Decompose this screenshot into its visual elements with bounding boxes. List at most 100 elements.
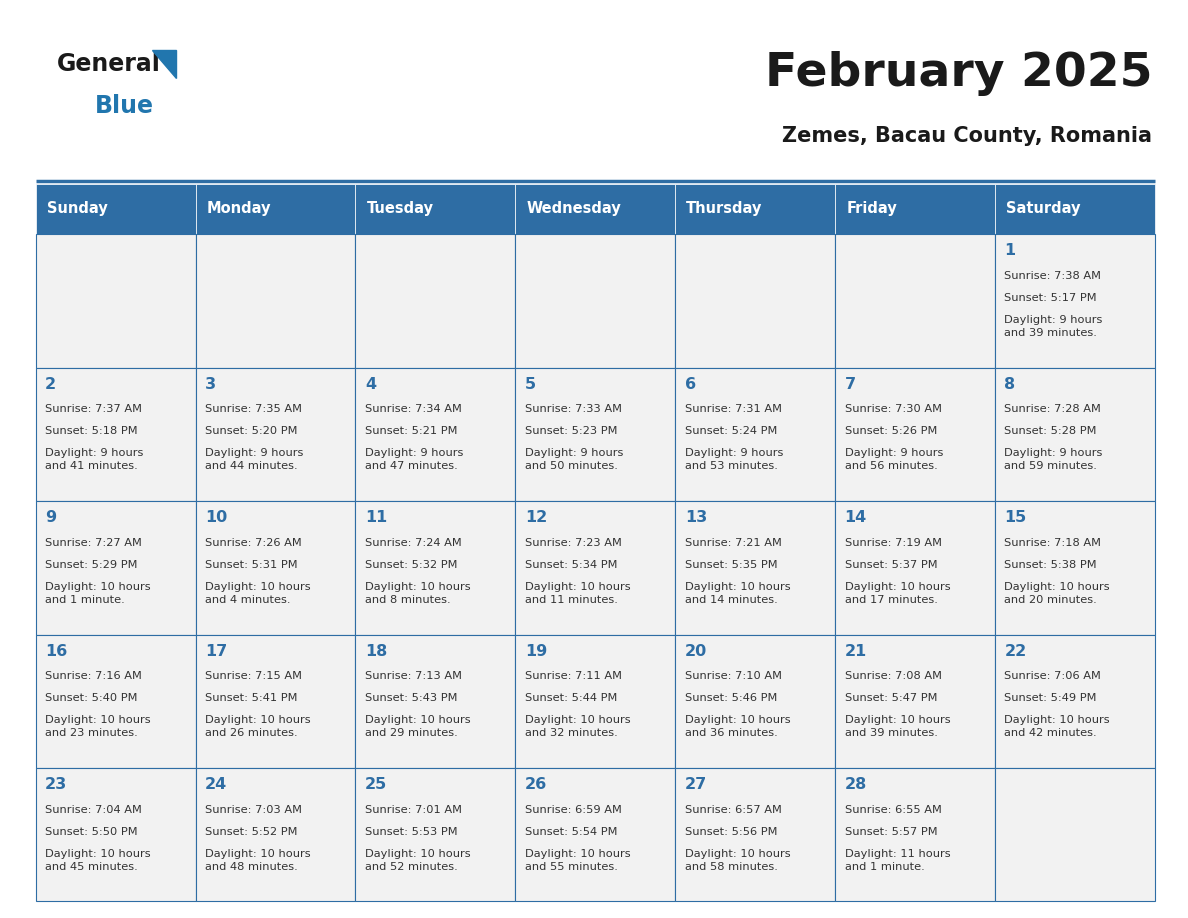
Text: Daylight: 11 hours
and 1 minute.: Daylight: 11 hours and 1 minute. [845, 849, 950, 871]
Text: 16: 16 [45, 644, 68, 659]
Text: Daylight: 10 hours
and 26 minutes.: Daylight: 10 hours and 26 minutes. [206, 715, 311, 738]
Text: Sunset: 5:46 PM: Sunset: 5:46 PM [684, 693, 777, 703]
FancyBboxPatch shape [835, 501, 994, 634]
Text: Saturday: Saturday [1006, 201, 1081, 217]
Text: Sunrise: 7:37 AM: Sunrise: 7:37 AM [45, 404, 143, 414]
Text: 12: 12 [525, 510, 548, 525]
Text: Sunrise: 6:55 AM: Sunrise: 6:55 AM [845, 805, 941, 814]
FancyBboxPatch shape [835, 768, 994, 901]
Text: Daylight: 10 hours
and 32 minutes.: Daylight: 10 hours and 32 minutes. [525, 715, 631, 738]
Text: Thursday: Thursday [687, 201, 763, 217]
FancyBboxPatch shape [835, 184, 994, 234]
Text: Sunrise: 7:23 AM: Sunrise: 7:23 AM [525, 538, 621, 548]
Text: Sunrise: 7:21 AM: Sunrise: 7:21 AM [684, 538, 782, 548]
Text: 7: 7 [845, 376, 855, 392]
Text: Sunrise: 7:19 AM: Sunrise: 7:19 AM [845, 538, 942, 548]
Text: Sunset: 5:35 PM: Sunset: 5:35 PM [684, 560, 777, 570]
FancyBboxPatch shape [675, 634, 835, 768]
Text: Sunset: 5:24 PM: Sunset: 5:24 PM [684, 426, 777, 436]
FancyBboxPatch shape [355, 501, 516, 634]
Text: Sunrise: 7:27 AM: Sunrise: 7:27 AM [45, 538, 143, 548]
Text: Sunset: 5:38 PM: Sunset: 5:38 PM [1005, 560, 1097, 570]
FancyBboxPatch shape [355, 184, 516, 234]
FancyBboxPatch shape [994, 501, 1155, 634]
FancyBboxPatch shape [516, 234, 675, 367]
Text: Sunrise: 7:33 AM: Sunrise: 7:33 AM [525, 404, 621, 414]
Text: Sunrise: 7:03 AM: Sunrise: 7:03 AM [206, 805, 302, 814]
Text: Daylight: 10 hours
and 4 minutes.: Daylight: 10 hours and 4 minutes. [206, 582, 311, 605]
Text: Sunrise: 7:35 AM: Sunrise: 7:35 AM [206, 404, 302, 414]
Text: 8: 8 [1005, 376, 1016, 392]
Text: Daylight: 10 hours
and 8 minutes.: Daylight: 10 hours and 8 minutes. [365, 582, 470, 605]
FancyBboxPatch shape [36, 768, 196, 901]
FancyBboxPatch shape [196, 367, 355, 501]
Text: Daylight: 10 hours
and 45 minutes.: Daylight: 10 hours and 45 minutes. [45, 849, 151, 871]
Text: 10: 10 [206, 510, 227, 525]
Text: Sunrise: 6:59 AM: Sunrise: 6:59 AM [525, 805, 621, 814]
Text: 3: 3 [206, 376, 216, 392]
Text: 28: 28 [845, 778, 867, 792]
Text: Sunset: 5:18 PM: Sunset: 5:18 PM [45, 426, 138, 436]
Text: Sunset: 5:28 PM: Sunset: 5:28 PM [1005, 426, 1097, 436]
FancyBboxPatch shape [355, 634, 516, 768]
Text: Sunrise: 7:04 AM: Sunrise: 7:04 AM [45, 805, 143, 814]
Text: Daylight: 9 hours
and 53 minutes.: Daylight: 9 hours and 53 minutes. [684, 448, 783, 471]
FancyBboxPatch shape [36, 634, 196, 768]
Text: Sunday: Sunday [46, 201, 108, 217]
FancyBboxPatch shape [675, 234, 835, 367]
Text: Wednesday: Wednesday [526, 201, 621, 217]
FancyBboxPatch shape [994, 184, 1155, 234]
Text: Sunrise: 7:31 AM: Sunrise: 7:31 AM [684, 404, 782, 414]
Text: Daylight: 10 hours
and 14 minutes.: Daylight: 10 hours and 14 minutes. [684, 582, 790, 605]
FancyBboxPatch shape [196, 634, 355, 768]
Text: 2: 2 [45, 376, 56, 392]
Text: Daylight: 10 hours
and 55 minutes.: Daylight: 10 hours and 55 minutes. [525, 849, 631, 871]
Text: Daylight: 10 hours
and 20 minutes.: Daylight: 10 hours and 20 minutes. [1005, 582, 1110, 605]
FancyBboxPatch shape [36, 234, 196, 367]
Text: 26: 26 [525, 778, 548, 792]
Text: Sunrise: 7:11 AM: Sunrise: 7:11 AM [525, 671, 621, 681]
Text: Sunset: 5:34 PM: Sunset: 5:34 PM [525, 560, 618, 570]
Text: Sunset: 5:26 PM: Sunset: 5:26 PM [845, 426, 937, 436]
Text: 24: 24 [206, 778, 227, 792]
Text: Sunrise: 7:10 AM: Sunrise: 7:10 AM [684, 671, 782, 681]
Text: Sunset: 5:47 PM: Sunset: 5:47 PM [845, 693, 937, 703]
Text: Sunset: 5:41 PM: Sunset: 5:41 PM [206, 693, 298, 703]
Text: 13: 13 [684, 510, 707, 525]
Text: Sunrise: 6:57 AM: Sunrise: 6:57 AM [684, 805, 782, 814]
Text: Friday: Friday [846, 201, 897, 217]
FancyBboxPatch shape [355, 367, 516, 501]
FancyBboxPatch shape [36, 184, 196, 234]
Text: Sunrise: 7:18 AM: Sunrise: 7:18 AM [1005, 538, 1101, 548]
Text: Daylight: 10 hours
and 58 minutes.: Daylight: 10 hours and 58 minutes. [684, 849, 790, 871]
FancyBboxPatch shape [835, 234, 994, 367]
Text: Daylight: 9 hours
and 39 minutes.: Daylight: 9 hours and 39 minutes. [1005, 315, 1102, 338]
Text: Sunrise: 7:15 AM: Sunrise: 7:15 AM [206, 671, 302, 681]
FancyBboxPatch shape [196, 234, 355, 367]
FancyBboxPatch shape [994, 234, 1155, 367]
Text: Sunset: 5:37 PM: Sunset: 5:37 PM [845, 560, 937, 570]
Text: Daylight: 9 hours
and 47 minutes.: Daylight: 9 hours and 47 minutes. [365, 448, 463, 471]
FancyBboxPatch shape [675, 367, 835, 501]
FancyBboxPatch shape [355, 234, 516, 367]
Text: 5: 5 [525, 376, 536, 392]
FancyBboxPatch shape [355, 768, 516, 901]
Text: Daylight: 10 hours
and 23 minutes.: Daylight: 10 hours and 23 minutes. [45, 715, 151, 738]
Text: Zemes, Bacau County, Romania: Zemes, Bacau County, Romania [783, 126, 1152, 146]
Text: Sunrise: 7:13 AM: Sunrise: 7:13 AM [365, 671, 462, 681]
Text: 6: 6 [684, 376, 696, 392]
FancyBboxPatch shape [516, 184, 675, 234]
Text: Sunrise: 7:26 AM: Sunrise: 7:26 AM [206, 538, 302, 548]
Text: Sunrise: 7:30 AM: Sunrise: 7:30 AM [845, 404, 942, 414]
Text: 22: 22 [1005, 644, 1026, 659]
Text: Sunset: 5:50 PM: Sunset: 5:50 PM [45, 827, 138, 836]
FancyBboxPatch shape [196, 184, 355, 234]
Text: Sunset: 5:54 PM: Sunset: 5:54 PM [525, 827, 618, 836]
FancyBboxPatch shape [516, 501, 675, 634]
Text: 14: 14 [845, 510, 867, 525]
Text: Sunset: 5:52 PM: Sunset: 5:52 PM [206, 827, 298, 836]
Text: Sunset: 5:57 PM: Sunset: 5:57 PM [845, 827, 937, 836]
Text: Daylight: 10 hours
and 52 minutes.: Daylight: 10 hours and 52 minutes. [365, 849, 470, 871]
Text: Sunset: 5:53 PM: Sunset: 5:53 PM [365, 827, 457, 836]
FancyBboxPatch shape [835, 367, 994, 501]
